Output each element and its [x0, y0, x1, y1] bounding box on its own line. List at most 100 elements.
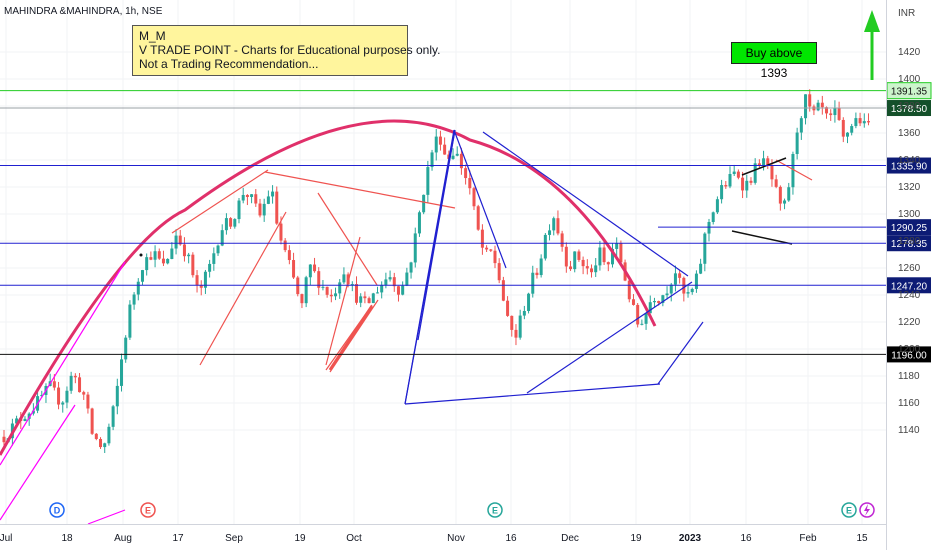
rounding-arc[interactable]: [0, 119, 657, 456]
candle-body: [61, 402, 65, 405]
candle-body: [371, 293, 375, 304]
candle-body: [15, 418, 19, 424]
candle-body: [854, 118, 858, 127]
candle-body: [804, 94, 808, 119]
candle-body: [145, 257, 149, 271]
candle-body: [787, 187, 791, 201]
price-level-tag[interactable]: [887, 100, 931, 117]
candle-body: [279, 223, 283, 241]
candle-body: [858, 118, 862, 124]
blue-trend-line[interactable]: [526, 281, 693, 394]
black-trend-line[interactable]: [741, 157, 787, 176]
price-level-tag[interactable]: [887, 277, 931, 294]
black-trend-line[interactable]: [731, 230, 793, 245]
price-level-tag[interactable]: [887, 219, 931, 236]
red-trend-line[interactable]: [775, 159, 813, 181]
y-tick-label: 1420: [898, 47, 921, 58]
candle-body: [480, 229, 484, 248]
event-marker[interactable]: [49, 502, 65, 518]
candle-body: [216, 245, 220, 254]
candle-body: [631, 299, 635, 305]
candle-body: [409, 262, 413, 273]
y-tick-label: 1160: [898, 398, 920, 409]
candle-body: [581, 259, 585, 267]
candle-body: [841, 119, 845, 137]
candle-body: [157, 251, 161, 259]
magenta-trend-line[interactable]: [0, 404, 76, 521]
candle-body: [539, 258, 543, 276]
candle-body: [443, 144, 447, 155]
blue-trend-line[interactable]: [453, 129, 507, 269]
event-marker[interactable]: [140, 502, 156, 518]
candle-layer: [2, 89, 870, 453]
candle-body: [149, 257, 153, 260]
price-level-tag-label: 1247.20: [891, 281, 928, 292]
candle-body: [182, 244, 186, 257]
blue-trend-line[interactable]: [404, 129, 456, 405]
candle-body: [472, 188, 476, 207]
price-level-tag[interactable]: [887, 346, 931, 363]
candle-body: [224, 218, 228, 231]
candle-body: [690, 288, 694, 293]
x-tick-label: 18: [61, 533, 73, 544]
price-level-tag-label: 1335.90: [891, 162, 928, 173]
candle-body: [430, 152, 434, 168]
blue-trend-line[interactable]: [482, 131, 689, 277]
candle-body: [762, 158, 766, 166]
candle-body: [65, 390, 69, 403]
x-tick-label: 16: [740, 533, 752, 544]
candle-body: [749, 180, 753, 183]
event-marker[interactable]: [841, 502, 857, 518]
magenta-trend-line[interactable]: [87, 509, 126, 525]
candle-body: [602, 247, 606, 263]
price-level-tag[interactable]: [887, 235, 931, 252]
blue-trend-line[interactable]: [404, 383, 661, 405]
symbol-title: MAHINDRA &MAHINDRA, 1h, NSE: [4, 6, 163, 17]
candle-body: [728, 174, 732, 187]
red-trend-line-bold[interactable]: [328, 305, 374, 371]
x-tick-label: 19: [294, 533, 306, 544]
event-marker[interactable]: [487, 502, 503, 518]
candle-body: [52, 381, 56, 388]
candle-body: [837, 107, 841, 120]
candle-body: [833, 107, 837, 116]
red-trend-line[interactable]: [199, 211, 287, 366]
y-tick-label: 1200: [898, 344, 921, 355]
event-marker-label: D: [54, 506, 61, 516]
red-trend-line[interactable]: [171, 169, 269, 234]
disclaimer-note[interactable]: M_M V TRADE POINT - Charts for Education…: [132, 25, 440, 76]
candle-body: [115, 385, 119, 407]
red-trend-line[interactable]: [317, 192, 378, 286]
candle-body: [329, 294, 333, 297]
candle-body: [254, 194, 258, 204]
blue-trend-line[interactable]: [657, 321, 704, 385]
candle-body: [384, 279, 388, 285]
candle-body: [590, 268, 594, 273]
candle-body: [359, 296, 363, 303]
candle-body: [527, 293, 531, 311]
candle-body: [665, 293, 669, 296]
y-axis: 1420 1400 1380 1360 1340 1320 1300 1280 1260 1240…: [886, 0, 921, 550]
x-tick-label: Oct: [346, 533, 362, 544]
magenta-trend-line[interactable]: [0, 261, 126, 466]
candle-body: [103, 443, 107, 448]
event-marker-label: E: [492, 506, 498, 516]
candle-body: [208, 263, 212, 272]
candle-body: [678, 273, 682, 278]
green-arrow-head[interactable]: [864, 10, 880, 32]
price-level-layer: 1391.35 1378.50 1335.90 1290.25 1278.35 1247.…: [0, 82, 932, 363]
y-tick-label: 1360: [898, 128, 921, 139]
candle-body: [90, 408, 94, 434]
candle-body: [711, 212, 715, 222]
candle-body: [237, 200, 241, 220]
candle-body: [334, 293, 338, 297]
price-level-tag-label: 1278.35: [891, 239, 928, 250]
price-level-tag[interactable]: [887, 157, 931, 174]
x-tick-label: Feb: [799, 533, 817, 544]
buy-above-label[interactable]: Buy above 1393: [731, 42, 817, 80]
candle-body: [489, 249, 493, 251]
red-trend-line[interactable]: [264, 171, 456, 209]
red-trend-line[interactable]: [325, 236, 361, 366]
y-tick-label: 1280: [898, 236, 921, 247]
